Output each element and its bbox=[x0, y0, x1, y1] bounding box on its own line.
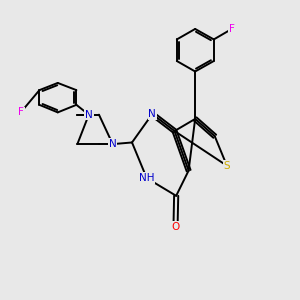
Text: NH: NH bbox=[139, 173, 154, 183]
Text: F: F bbox=[229, 24, 235, 34]
Text: F: F bbox=[18, 107, 24, 117]
Text: N: N bbox=[148, 109, 156, 119]
Text: N: N bbox=[85, 110, 93, 120]
Text: N: N bbox=[109, 139, 117, 149]
Text: S: S bbox=[224, 161, 230, 171]
Text: O: O bbox=[171, 222, 180, 232]
